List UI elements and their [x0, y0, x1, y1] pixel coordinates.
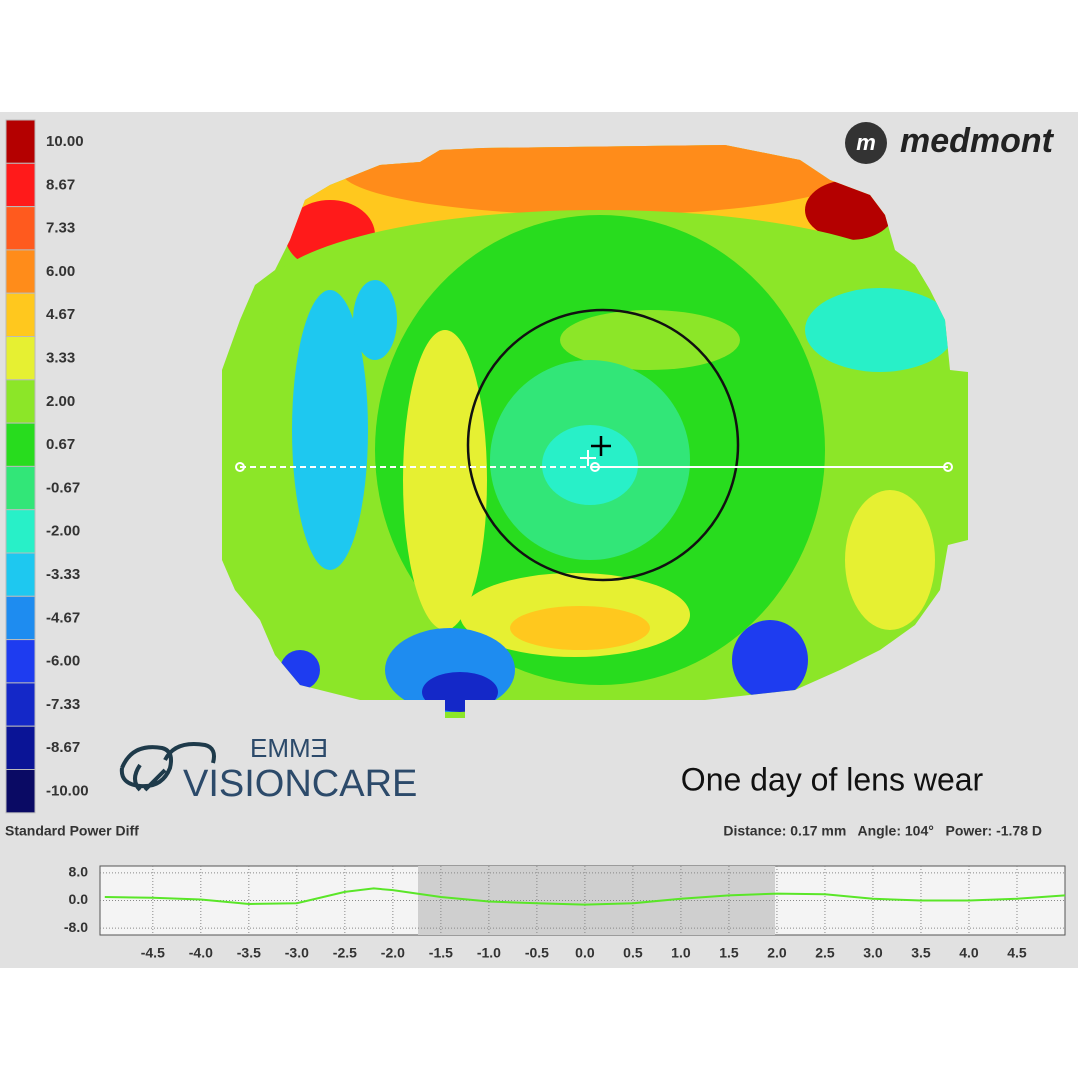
color-label: -8.67	[46, 739, 80, 756]
colorbar: 10.00 8.67 7.33 6.00 4.67 3.33 2.00 0.67 -0.67 -2…	[5, 119, 89, 814]
y-tick-label: 0.0	[69, 891, 89, 907]
color-swatch	[5, 379, 36, 424]
brand-logo: EMMƎ VISIONCARE	[119, 733, 417, 805]
topography-map	[222, 145, 968, 718]
y-tick-label: 8.0	[69, 864, 89, 880]
color-label: 10.00	[46, 133, 84, 150]
color-swatch	[5, 162, 36, 208]
color-label: 0.67	[46, 436, 75, 453]
map-label: Standard Power Diff	[5, 823, 139, 839]
status: Distance: 0.17 mm Angle: 104° Power: -1.…	[723, 823, 1042, 839]
x-tick-label: -4.0	[189, 945, 213, 961]
color-swatch	[5, 595, 36, 641]
color-label: -4.67	[46, 609, 80, 626]
color-label: 7.33	[46, 220, 75, 237]
color-swatch	[5, 639, 36, 684]
pupil-circle	[466, 308, 740, 582]
color-label: -2.00	[46, 523, 80, 540]
logo-text: medmont	[900, 122, 1055, 160]
color-swatch	[5, 292, 36, 338]
color-swatch	[5, 769, 36, 814]
handle[interactable]	[943, 462, 953, 472]
x-tick-label: -3.0	[285, 945, 309, 961]
color-label: 2.00	[46, 393, 75, 410]
color-swatch	[5, 682, 36, 727]
x-tick-label: -4.5	[141, 945, 165, 961]
x-tick-label: -1.5	[429, 945, 453, 961]
x-tick-label: 0.0	[575, 945, 595, 961]
svg-text:m: m	[856, 130, 876, 155]
x-tick-label: 1.0	[671, 945, 691, 961]
color-swatch	[5, 119, 36, 164]
vertex-cross	[580, 450, 596, 466]
color-swatch	[5, 206, 36, 251]
color-label: -0.67	[46, 479, 80, 496]
color-swatch	[5, 509, 36, 554]
brand-line1: EMMƎ	[250, 733, 328, 763]
color-label: -6.00	[46, 653, 80, 670]
color-label: -7.33	[46, 696, 80, 713]
handle[interactable]	[235, 462, 245, 472]
x-tick-label: 2.5	[815, 945, 835, 961]
color-swatch	[5, 336, 36, 381]
profile-chart: -4.5 -4.0 -3.5 -3.0 -2.5 -2.0 -1.5 -1.0 -0.5 0.0 0…	[64, 864, 1066, 961]
color-label: 8.67	[46, 176, 75, 193]
color-swatch	[5, 422, 36, 467]
x-tick-label: 3.0	[863, 945, 883, 961]
x-tick-label: 3.5	[911, 945, 931, 961]
color-swatch	[5, 465, 36, 511]
medmont-logo: m medmont	[845, 122, 1055, 164]
handle[interactable]	[590, 462, 600, 472]
x-tick-label: 4.0	[959, 945, 979, 961]
x-tick-label: 4.5	[1007, 945, 1027, 961]
profile-line	[104, 887, 1066, 906]
x-tick-label: -2.5	[333, 945, 357, 961]
brand-line2: VISIONCARE	[183, 763, 417, 805]
x-tick-label: -3.5	[237, 945, 261, 961]
x-tick-label: -0.5	[525, 945, 549, 961]
color-label: -10.00	[46, 782, 89, 799]
center-cross	[591, 436, 611, 456]
caption: One day of lens wear	[681, 761, 984, 797]
x-tick-label: 1.5	[719, 945, 739, 961]
x-tick-label: -2.0	[381, 945, 405, 961]
y-tick-label: -8.0	[64, 919, 88, 935]
x-tick-label: 0.5	[623, 945, 643, 961]
color-swatch	[5, 249, 36, 294]
color-swatch	[5, 725, 36, 771]
color-label: -3.33	[46, 566, 80, 583]
color-label: 4.67	[46, 306, 75, 323]
x-tick-label: -1.0	[477, 945, 501, 961]
color-swatch	[5, 552, 36, 597]
color-label: 3.33	[46, 349, 75, 366]
x-tick-label: 2.0	[767, 945, 787, 961]
color-label: 6.00	[46, 263, 75, 280]
